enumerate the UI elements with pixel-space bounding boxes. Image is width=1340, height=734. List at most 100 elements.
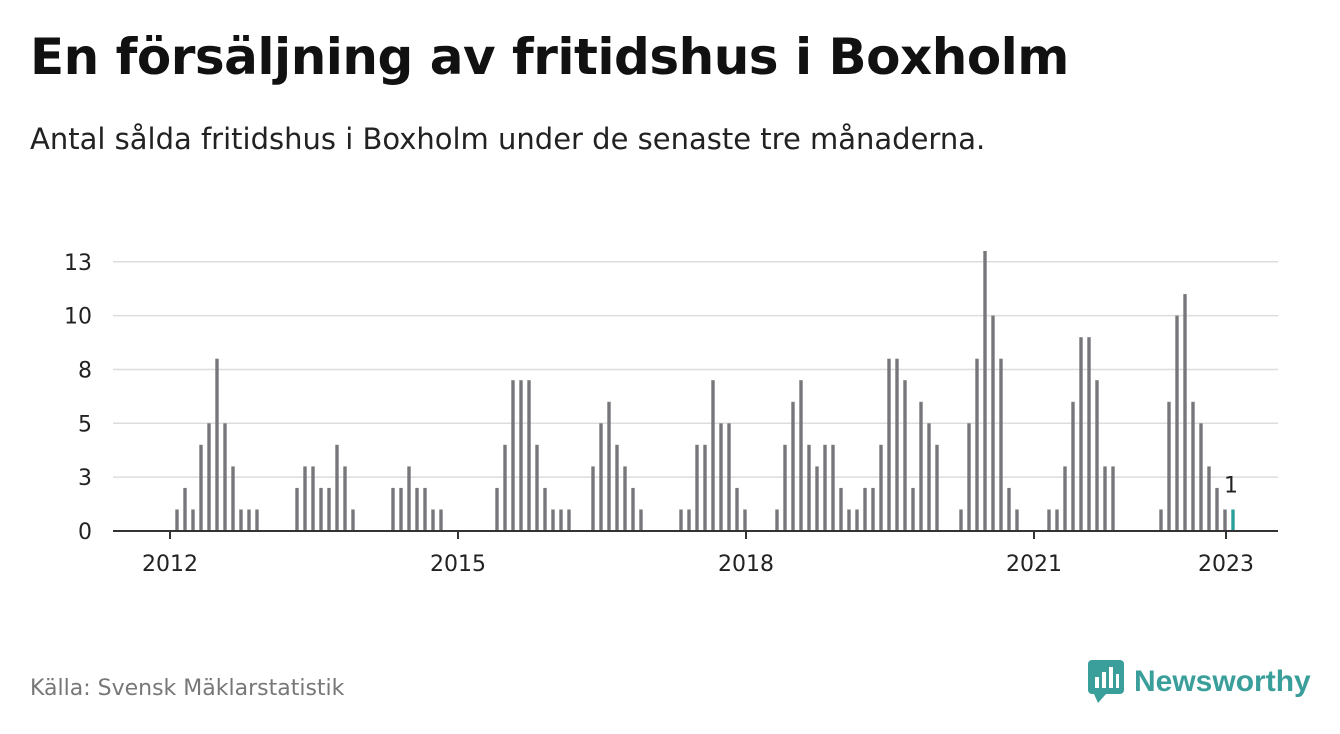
bar-chart: 0 3 5 8 10 13 1 2012 2015 2018 2021 2023 bbox=[64, 251, 1278, 577]
bar bbox=[847, 509, 851, 531]
bar bbox=[231, 466, 235, 531]
bar bbox=[1183, 294, 1187, 531]
bar bbox=[199, 444, 203, 531]
bar bbox=[1159, 509, 1163, 531]
bar bbox=[687, 509, 691, 531]
bar bbox=[775, 509, 779, 531]
bar bbox=[871, 487, 875, 531]
bar bbox=[1191, 401, 1195, 531]
bar bbox=[1095, 380, 1099, 531]
x-tick-label: 2015 bbox=[430, 552, 486, 577]
y-tick-label: 8 bbox=[78, 358, 92, 383]
bar bbox=[799, 380, 803, 531]
bar bbox=[927, 423, 931, 531]
bar bbox=[967, 423, 971, 531]
bar bbox=[1071, 401, 1075, 531]
bar bbox=[207, 423, 211, 531]
bar bbox=[1111, 466, 1115, 531]
newsworthy-icon bbox=[1088, 660, 1124, 703]
bar bbox=[1047, 509, 1051, 531]
bar bbox=[503, 444, 507, 531]
x-tick-label: 2021 bbox=[1006, 552, 1062, 577]
bar bbox=[239, 509, 243, 531]
bar bbox=[399, 487, 403, 531]
bar bbox=[727, 423, 731, 531]
bar bbox=[791, 401, 795, 531]
bar bbox=[343, 466, 347, 531]
brand-logo: Newsworthy bbox=[1088, 660, 1311, 704]
bar bbox=[535, 444, 539, 531]
bar bbox=[911, 487, 915, 531]
y-tick-label: 3 bbox=[78, 466, 92, 491]
bar bbox=[1223, 509, 1227, 531]
bar bbox=[423, 487, 427, 531]
bar bbox=[719, 423, 723, 531]
bar bbox=[407, 466, 411, 531]
bar bbox=[855, 509, 859, 531]
bar bbox=[527, 380, 531, 531]
bar bbox=[351, 509, 355, 531]
bar bbox=[439, 509, 443, 531]
bar bbox=[543, 487, 547, 531]
bar bbox=[415, 487, 419, 531]
brand-name: Newsworthy bbox=[1134, 665, 1311, 698]
bar bbox=[1199, 423, 1203, 531]
bar bbox=[247, 509, 251, 531]
bar bbox=[431, 509, 435, 531]
bar bbox=[1063, 466, 1067, 531]
bar bbox=[391, 487, 395, 531]
bar bbox=[567, 509, 571, 531]
bar bbox=[815, 466, 819, 531]
bar bbox=[703, 444, 707, 531]
bar bbox=[631, 487, 635, 531]
bar bbox=[327, 487, 331, 531]
bar-latest bbox=[1231, 509, 1235, 531]
bar bbox=[295, 487, 299, 531]
bar bbox=[215, 358, 219, 531]
bar bbox=[255, 509, 259, 531]
bar bbox=[1167, 401, 1171, 531]
bar bbox=[895, 358, 899, 531]
bar bbox=[903, 380, 907, 531]
bar bbox=[807, 444, 811, 531]
bar bbox=[1007, 487, 1011, 531]
y-tick-label: 13 bbox=[64, 251, 92, 276]
bar bbox=[983, 251, 987, 531]
bar bbox=[887, 358, 891, 531]
chart-title: En försäljning av fritidshus i Boxholm bbox=[30, 28, 1069, 86]
bar bbox=[695, 444, 699, 531]
bar bbox=[223, 423, 227, 531]
bar bbox=[1087, 337, 1091, 531]
bar bbox=[607, 401, 611, 531]
source-note: Källa: Svensk Mäklarstatistik bbox=[30, 676, 345, 701]
bar bbox=[559, 509, 563, 531]
bar bbox=[175, 509, 179, 531]
y-tick-label: 0 bbox=[78, 520, 92, 545]
bar bbox=[1207, 466, 1211, 531]
bar bbox=[311, 466, 315, 531]
bar bbox=[735, 487, 739, 531]
bar bbox=[743, 509, 747, 531]
bar bbox=[959, 509, 963, 531]
y-tick-label: 10 bbox=[64, 305, 92, 330]
bar bbox=[839, 487, 843, 531]
bar bbox=[1175, 315, 1179, 531]
bar bbox=[991, 315, 995, 531]
bar bbox=[615, 444, 619, 531]
bar bbox=[519, 380, 523, 531]
bar bbox=[823, 444, 827, 531]
bar bbox=[599, 423, 603, 531]
bar bbox=[999, 358, 1003, 531]
bar bbox=[623, 466, 627, 531]
bar bbox=[511, 380, 515, 531]
y-tick-label: 5 bbox=[78, 412, 92, 437]
bar bbox=[319, 487, 323, 531]
bar bbox=[935, 444, 939, 531]
bar bbox=[1055, 509, 1059, 531]
bar bbox=[679, 509, 683, 531]
bar bbox=[495, 487, 499, 531]
bar bbox=[591, 466, 595, 531]
bar bbox=[639, 509, 643, 531]
bar bbox=[863, 487, 867, 531]
bar bbox=[335, 444, 339, 531]
